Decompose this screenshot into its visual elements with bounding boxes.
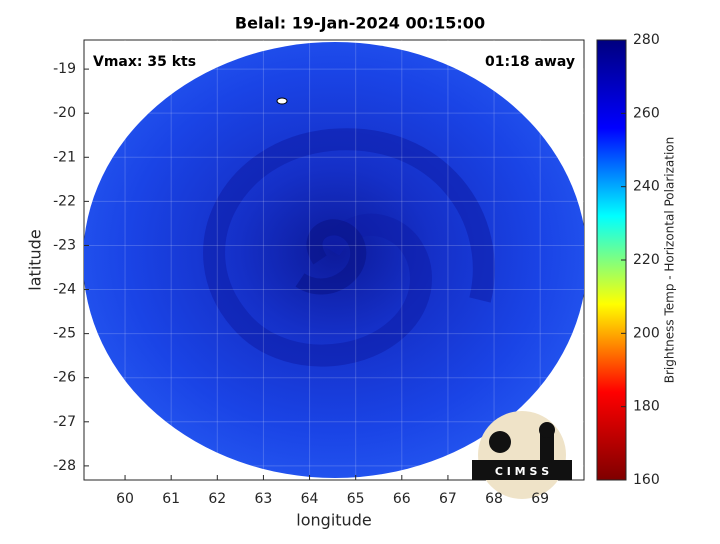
x-tick-label: 67 — [439, 491, 457, 507]
x-tick-label: 68 — [485, 491, 503, 507]
y-tick-label: -24 — [53, 282, 76, 298]
y-tick-label: -26 — [53, 370, 76, 386]
logo-text: C I M S S — [495, 465, 549, 478]
colorbar-tick-label: 200 — [633, 325, 660, 341]
satellite-image — [84, 42, 584, 478]
colorbar-tick-label: 260 — [633, 105, 660, 121]
x-tick-label: 65 — [347, 491, 365, 507]
y-tick-label: -19 — [53, 61, 76, 77]
colorbar-tick-label: 240 — [633, 179, 660, 195]
logo: C I M S S — [472, 411, 572, 499]
y-tick-label: -23 — [53, 237, 76, 253]
x-tick-label: 66 — [393, 491, 411, 507]
colorbar-tick-label: 280 — [633, 32, 660, 48]
annotation: Vmax: 35 kts — [93, 54, 196, 70]
y-tick-label: -27 — [53, 414, 76, 430]
x-tick-label: 62 — [208, 491, 226, 507]
y-tick-label: -22 — [53, 193, 76, 209]
y-tick-label: -25 — [53, 326, 76, 342]
colorbar-tick-label: 220 — [633, 252, 660, 268]
x-tick-label: 61 — [162, 491, 180, 507]
y-tick-label: -20 — [53, 105, 76, 121]
x-axis-label: longitude — [296, 511, 371, 530]
colorbar-tick-label: 180 — [633, 399, 660, 415]
y-tick-label: -28 — [53, 458, 76, 474]
annotation: 01:18 away — [485, 54, 575, 70]
x-tick-label: 60 — [116, 491, 134, 507]
colorbar-tick-label: 160 — [633, 472, 660, 488]
x-tick-label: 63 — [255, 491, 273, 507]
x-tick-label: 69 — [531, 491, 549, 507]
y-tick-label: -21 — [53, 149, 76, 165]
chart-title: Belal: 19-Jan-2024 00:15:00 — [235, 14, 485, 33]
y-axis-label: latitude — [26, 229, 45, 290]
x-tick-label: 64 — [301, 491, 319, 507]
colorbar-label: Brightness Temp - Horizontal Polarizatio… — [663, 137, 677, 384]
